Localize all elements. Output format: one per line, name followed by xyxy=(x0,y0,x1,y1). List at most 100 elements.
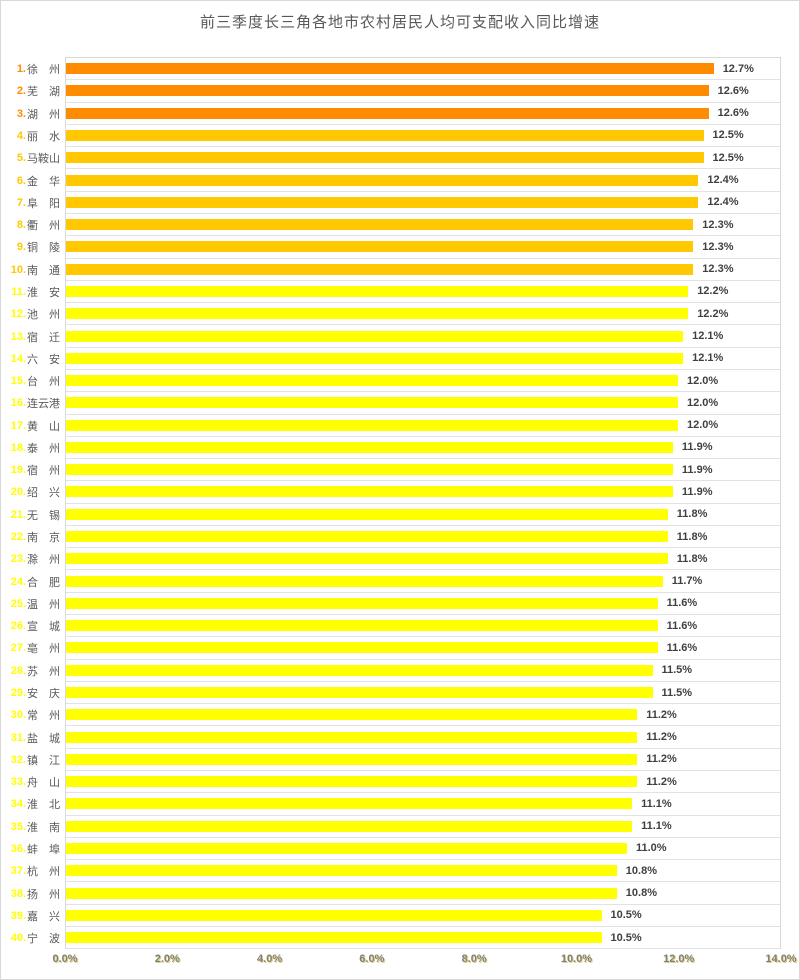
bar xyxy=(66,642,658,654)
rank-number: 20. xyxy=(10,486,26,499)
city-name: 杭 州 xyxy=(27,866,60,879)
value-label: 12.1% xyxy=(692,330,724,343)
rank-number: 11. xyxy=(11,285,26,298)
category-label: 19. 宿 州 xyxy=(1,459,60,481)
bar xyxy=(66,575,663,587)
bar xyxy=(66,85,709,97)
category-label: 25. 温 州 xyxy=(1,593,60,615)
bar xyxy=(66,798,633,810)
plot-area: 12.7% 12.6% 12.6% 12.5% 12.5% 12.4% 12.4% 12.3%… xyxy=(65,57,781,950)
bar-row: 12.0% xyxy=(66,415,780,437)
city-name: 镇 江 xyxy=(27,754,60,767)
bar xyxy=(66,464,673,476)
rank-number: 3. xyxy=(16,107,26,120)
city-name: 南 京 xyxy=(27,532,60,545)
rank-number: 1. xyxy=(16,63,26,76)
category-label: 2. 芜 湖 xyxy=(1,80,60,102)
bar-row: 12.4% xyxy=(66,169,780,192)
rank-number: 35. xyxy=(10,820,26,833)
x-axis-tick-label: 2.0% xyxy=(154,953,180,965)
category-label: 6. 金 华 xyxy=(1,169,60,191)
city-name: 宿 州 xyxy=(27,465,60,478)
city-name: 台 州 xyxy=(27,376,60,389)
bar xyxy=(66,129,704,141)
rank-number: 9. xyxy=(16,241,26,254)
bar-row: 12.2% xyxy=(66,281,780,304)
rank-number: 23. xyxy=(10,553,26,566)
value-label: 12.3% xyxy=(702,218,734,231)
value-label: 11.1% xyxy=(641,820,672,833)
category-label: 17. 黄 山 xyxy=(1,415,60,437)
x-axis-tick-label: 14.0% xyxy=(765,953,797,965)
category-label: 37. 杭 州 xyxy=(1,860,60,882)
category-label: 14. 六 安 xyxy=(1,348,60,370)
bar xyxy=(66,285,689,297)
value-label: 10.5% xyxy=(610,931,642,944)
bar xyxy=(66,820,633,832)
city-name: 无 锡 xyxy=(27,509,60,522)
city-name: 安 庆 xyxy=(27,688,60,701)
category-label: 22. 南 京 xyxy=(1,526,60,548)
rank-number: 12. xyxy=(10,308,26,321)
value-label: 11.5% xyxy=(661,686,693,699)
category-label: 7. 阜 阳 xyxy=(1,192,60,214)
rank-number: 31. xyxy=(10,731,26,744)
city-name: 南 通 xyxy=(27,264,60,277)
city-name: 连云港 xyxy=(27,398,60,411)
rank-number: 7. xyxy=(16,196,26,209)
city-name: 淮 安 xyxy=(27,286,60,299)
city-name: 徐 州 xyxy=(27,64,60,77)
city-name: 扬 州 xyxy=(27,888,60,901)
city-name: 黄 山 xyxy=(27,420,60,433)
bar-row: 12.4% xyxy=(66,192,780,214)
rank-number: 29. xyxy=(10,687,26,700)
bar xyxy=(66,776,638,788)
value-label: 12.3% xyxy=(702,263,734,276)
bar xyxy=(66,63,714,75)
value-label: 11.5% xyxy=(661,664,693,677)
category-label: 16. 连云港 xyxy=(1,392,60,414)
bar-row: 12.7% xyxy=(66,58,780,81)
rank-number: 25. xyxy=(10,597,26,610)
city-name: 合 肥 xyxy=(27,576,60,589)
bar-row: 11.9% xyxy=(66,481,780,504)
value-label: 10.8% xyxy=(625,864,657,877)
city-name: 铜 陵 xyxy=(27,242,60,255)
bar xyxy=(66,620,658,632)
chart-title: 前三季度长三角各地市农村居民人均可支配收入同比增速 xyxy=(199,15,600,31)
value-label: 12.0% xyxy=(686,419,719,432)
category-label: 12. 池 州 xyxy=(1,303,60,325)
bar xyxy=(66,531,668,543)
city-name: 宿 迁 xyxy=(27,331,60,344)
value-label: 11.6% xyxy=(666,641,698,654)
bar-row: 11.1% xyxy=(66,793,780,816)
city-name: 金 华 xyxy=(27,175,60,188)
bar xyxy=(66,932,602,944)
category-label: 32. 镇 江 xyxy=(1,749,60,771)
bar-row: 10.5% xyxy=(66,927,780,950)
bar-row: 12.6% xyxy=(66,80,780,103)
category-label: 18. 泰 州 xyxy=(1,437,60,459)
bar-row: 10.5% xyxy=(66,905,780,927)
x-axis-tick-label: 4.0% xyxy=(257,953,283,965)
bar xyxy=(66,753,638,765)
x-axis-tick-label: 10.0% xyxy=(560,953,593,965)
bar xyxy=(66,553,668,565)
value-label: 11.2% xyxy=(646,753,677,766)
rank-number: 40. xyxy=(10,932,26,945)
value-label: 12.5% xyxy=(712,129,744,142)
value-label: 11.9% xyxy=(681,485,713,498)
value-label: 11.2% xyxy=(646,731,677,744)
rank-number: 2. xyxy=(16,85,26,98)
bar xyxy=(66,419,678,431)
rank-number: 38. xyxy=(10,887,26,900)
rank-number: 30. xyxy=(10,709,26,722)
rank-number: 17. xyxy=(10,419,26,432)
rank-number: 14. xyxy=(10,352,26,365)
category-label: 34. 淮 北 xyxy=(1,793,60,815)
city-name: 蚌 埠 xyxy=(27,843,60,856)
city-name: 常 州 xyxy=(27,710,60,723)
value-label: 11.8% xyxy=(676,530,708,543)
rank-number: 15. xyxy=(10,375,26,388)
